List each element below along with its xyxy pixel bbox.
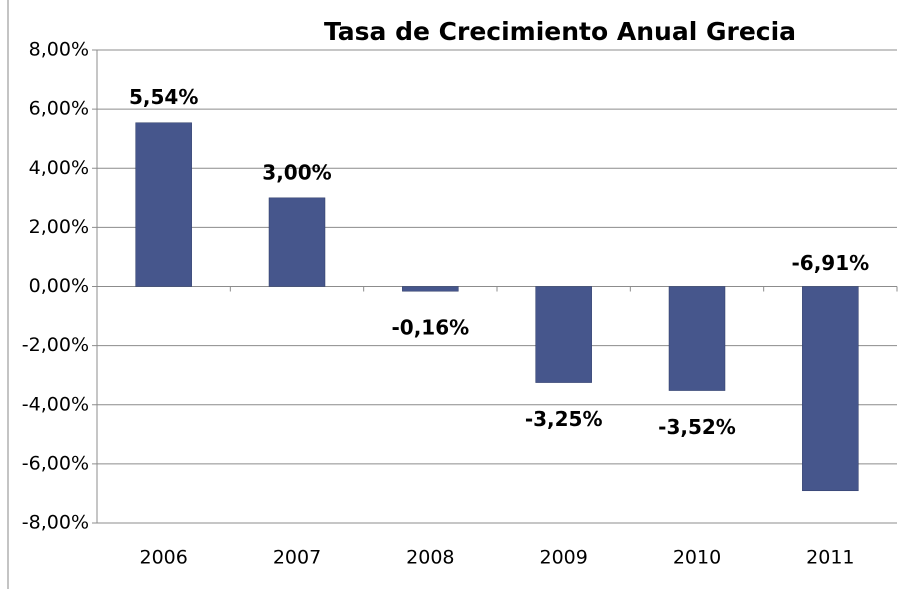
y-tick-label: 8,00% bbox=[29, 39, 89, 61]
y-tick-label: -8,00% bbox=[22, 512, 89, 534]
x-tick-label: 2007 bbox=[273, 547, 321, 569]
bar bbox=[268, 197, 326, 287]
x-tick-label: 2006 bbox=[139, 547, 187, 569]
y-tick-label: -6,00% bbox=[22, 452, 89, 474]
y-tick-label: -2,00% bbox=[22, 334, 89, 356]
bar bbox=[668, 286, 726, 391]
value-label: 5,54% bbox=[129, 85, 198, 109]
y-tick-label: 6,00% bbox=[29, 98, 89, 120]
value-label: -6,91% bbox=[791, 251, 869, 275]
y-tick-label: 4,00% bbox=[29, 157, 89, 179]
bar bbox=[402, 286, 459, 292]
y-tick-label: -4,00% bbox=[22, 393, 89, 415]
x-tick-label: 2008 bbox=[406, 547, 454, 569]
y-tick-label: 0,00% bbox=[29, 275, 89, 297]
bar bbox=[135, 122, 192, 287]
chart-title: Tasa de Crecimiento Anual Grecia bbox=[324, 17, 796, 46]
value-label: -3,52% bbox=[658, 415, 736, 439]
x-tick-label: 2010 bbox=[673, 547, 721, 569]
value-label: -0,16% bbox=[391, 316, 469, 340]
x-tick-label: 2009 bbox=[539, 547, 587, 569]
bar bbox=[535, 286, 592, 383]
value-label: 3,00% bbox=[262, 160, 331, 184]
y-tick-label: 2,00% bbox=[29, 216, 89, 238]
bar bbox=[802, 286, 859, 492]
x-tick-label: 2011 bbox=[806, 547, 854, 569]
value-label: -3,25% bbox=[525, 407, 603, 431]
